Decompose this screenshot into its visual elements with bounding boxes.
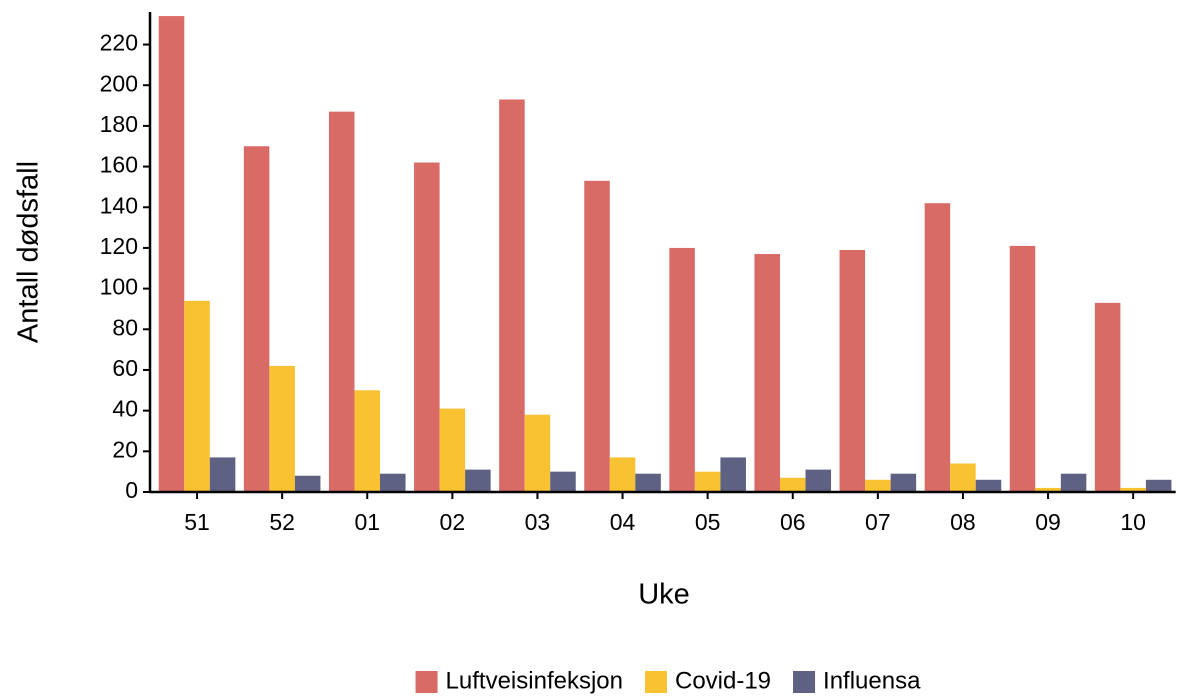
bar xyxy=(669,247,695,492)
x-tick-label: 10 xyxy=(1120,509,1146,535)
bar xyxy=(1060,473,1087,492)
y-tick-label: 180 xyxy=(100,111,138,137)
bar xyxy=(328,111,355,493)
y-tick-label: 60 xyxy=(112,355,138,381)
x-tick-label: 08 xyxy=(950,509,976,535)
bar xyxy=(209,457,236,492)
y-tick-label: 160 xyxy=(100,152,138,178)
bar xyxy=(890,473,917,492)
bar xyxy=(865,479,891,492)
y-tick-label: 140 xyxy=(100,192,138,218)
y-tick-label: 40 xyxy=(112,396,138,422)
bar xyxy=(1035,487,1061,492)
bar xyxy=(499,99,525,492)
bar xyxy=(1094,302,1121,492)
bar xyxy=(269,365,295,492)
bar xyxy=(524,414,551,492)
legend-swatch xyxy=(415,671,438,693)
bar xyxy=(779,477,806,492)
bar xyxy=(924,203,951,492)
y-tick-label: 200 xyxy=(100,70,138,96)
bar xyxy=(414,162,440,492)
bar xyxy=(243,146,270,492)
legend-label: Covid-19 xyxy=(675,667,771,694)
x-tick-label: 06 xyxy=(780,509,806,535)
x-tick-label: 05 xyxy=(695,509,721,535)
y-tick-label: 220 xyxy=(100,30,138,56)
bar xyxy=(1120,487,1146,492)
y-tick-label: 120 xyxy=(100,233,138,259)
x-tick-label: 03 xyxy=(525,509,551,535)
x-tick-label: 51 xyxy=(184,509,210,535)
bar xyxy=(439,408,466,492)
x-axis-title: Uke xyxy=(638,579,690,611)
legend-swatch xyxy=(793,671,816,693)
y-tick-label: 20 xyxy=(112,436,138,462)
y-tick-label: 80 xyxy=(112,314,138,340)
bar xyxy=(584,180,610,493)
bar xyxy=(465,469,491,492)
bar xyxy=(380,473,406,492)
x-tick-label: 07 xyxy=(865,509,891,535)
x-tick-label: 09 xyxy=(1035,509,1061,535)
bar xyxy=(184,300,210,492)
bar xyxy=(975,479,1002,492)
bar xyxy=(1145,479,1172,492)
bar xyxy=(158,16,185,492)
legend-label: Influensa xyxy=(823,667,921,694)
y-axis-title: Antall dødsfall xyxy=(13,161,45,343)
bar xyxy=(1009,245,1036,492)
bar xyxy=(354,390,381,492)
bar xyxy=(609,457,636,492)
y-tick-label: 0 xyxy=(125,477,138,503)
x-tick-label: 04 xyxy=(610,509,636,535)
legend-swatch xyxy=(644,671,667,693)
x-tick-label: 52 xyxy=(269,509,295,535)
bar xyxy=(754,254,780,492)
bar xyxy=(839,249,866,492)
bar xyxy=(294,475,321,492)
bar xyxy=(950,463,976,492)
bar xyxy=(550,471,576,492)
x-tick-label: 01 xyxy=(354,509,380,535)
y-tick-label: 100 xyxy=(100,274,138,300)
bar xyxy=(805,469,832,492)
bar xyxy=(720,457,746,492)
x-tick-label: 02 xyxy=(440,509,466,535)
bar xyxy=(635,473,661,492)
bar xyxy=(694,471,721,492)
legend-label: Luftveisinfeksjon xyxy=(446,667,623,694)
